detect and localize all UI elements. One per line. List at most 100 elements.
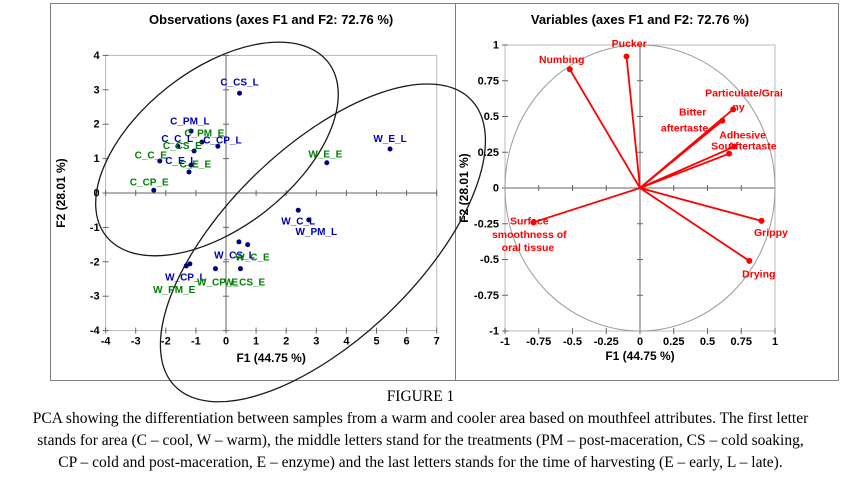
y-tick-label: -0.75 [474,290,499,302]
variable-label: Surface [510,215,549,227]
observations-chart: -4 -3 -2 -1 0 1 2 3 4 5 6 743210-1-2-3-4Observation… [54,12,487,403]
x-tick-label: 0 [223,336,229,348]
data-point-label: C_CS_L [220,78,258,89]
data-point-label: W_PM_L [295,227,337,238]
variable-point [731,143,738,150]
variable-label: Aftertaste [728,140,777,152]
y-tick-label: -0.5 [480,254,499,266]
y-tick-label: -3 [90,291,100,303]
data-point [183,263,189,269]
data-point-label: W_C_L [281,217,315,228]
data-point-label: C_CP_E [130,177,169,188]
x-axis-title: F1 (44.75 %) [605,349,674,363]
data-point-label: W_E_E [308,149,342,160]
chart-title: Observations (axes F1 and F2: 72.76 %) [149,12,393,27]
y-tick-label: 0.25 [478,147,499,159]
chart-title: Variables (axes F1 and F2: 72.76 %) [531,12,749,27]
variable-point [530,219,537,226]
x-tick-label: 6 [404,336,410,348]
y-axis-title: F2 (28.01 %) [457,153,471,222]
variable-point [719,117,726,124]
data-point [237,90,243,96]
data-point [236,239,242,245]
y-tick-label: 1 [93,153,99,165]
y-tick-label: 3 [93,84,99,96]
variable-vector [639,120,723,189]
caption-line-2: stands for area (C – cool, W – warm), th… [37,432,804,449]
variable-label: oral tissue [502,242,555,254]
variable-label: smoothness of [492,229,567,241]
variable-label: ny [732,102,744,114]
variable-vector [639,187,762,222]
y-tick-label: 0.5 [484,111,499,123]
data-point-label: C_PM_E [184,129,224,140]
data-point [212,266,218,272]
y-tick-label: 4 [93,50,100,62]
variable-point [623,53,630,60]
variable-label: Adhesive [719,130,766,142]
x-tick-label: 0.5 [700,336,715,348]
y-axis-title: F2 (28.01 %) [54,158,68,227]
variables-panel: -1 -0.75 -0.5 -0.25 0 0.25 0.5 0.75 1 1 0.75 0.5 0.2… [455,3,839,381]
variable-vector [533,187,641,224]
y-tick-label: -0.25 [474,218,499,230]
x-tick-label: 1 [772,336,778,348]
variable-point [758,217,765,224]
data-point-label: C_PM_L [170,116,209,127]
y-tick-label: 2 [93,119,99,131]
data-point [215,143,221,149]
variable-label: aftertaste [661,122,708,134]
x-tick-label: -0.75 [526,336,551,348]
cluster-ellipse [95,41,339,257]
x-tick-label: 5 [373,336,379,348]
y-tick-label: 1 [493,40,499,52]
data-point [324,160,330,166]
observations-panel: -4 -3 -2 -1 0 1 2 3 4 5 6 7 4 3 2 1 0 -1 -2 -3 -4 Observation… [50,3,487,403]
variable-point [730,106,737,113]
data-point-label: C_C_E [135,151,168,162]
data-point-label: C_CP_L [203,136,241,147]
x-tick-label: -3 [131,336,141,348]
x-tick-label: -0.25 [594,336,619,348]
variable-label: Sour [711,140,735,152]
y-tick-label: -1 [489,326,499,338]
variable-vector [569,68,641,189]
x-axis-title: F1 (44.75 %) [236,351,305,365]
caption-line-1: PCA showing the differentiation between … [32,410,809,427]
x-tick-label: -4 [101,336,112,348]
x-tick-label: 0.75 [731,336,752,348]
data-point-label: W_CS_E [224,277,265,288]
data-point [188,162,194,168]
data-point [186,169,192,175]
y-tick-label: 0 [493,183,499,195]
variables-chart: -1 -0.75 -0.5 -0.25 0 0.25 0.5 0.75 1 1 0.75 0.5 0.2… [457,12,788,363]
data-point [245,242,251,248]
caption-line-3: CP – cold and post-maceration, E – enzym… [58,454,783,471]
data-point-label: W_CP_E [197,277,238,288]
x-tick-label: 1 [253,336,259,348]
variable-label: Grippy [754,227,788,239]
data-point-label: C_E_L [165,156,196,167]
data-point-label: W_PM_E [153,285,196,296]
data-point-label: C_E_E [179,160,211,171]
unit-circle [504,44,776,332]
variable-point [566,66,573,73]
data-point [175,143,181,149]
variable-vector [625,56,641,189]
y-tick-label: -4 [90,325,101,337]
data-point [237,266,243,272]
variable-label: Drying [742,268,775,280]
variable-label: Numbing [539,54,585,66]
variable-vector [639,187,750,262]
data-point-label: C_C_L [161,134,193,145]
x-tick-label: 0 [637,336,643,348]
variable-label: Bitter [679,107,706,119]
data-point [306,217,312,223]
x-tick-label: -1 [191,336,201,348]
data-point [188,128,194,134]
data-point-label: W_C_E [235,252,270,263]
x-tick-label: 2 [283,336,289,348]
data-point [295,207,301,213]
data-point-label: W_CP_L [165,272,206,283]
variable-point [726,150,733,157]
